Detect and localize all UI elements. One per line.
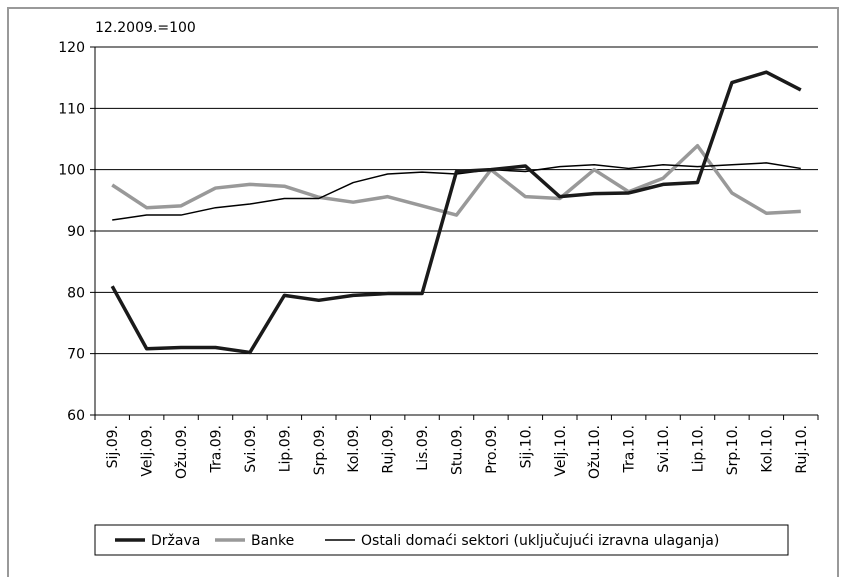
series-line — [110, 70, 802, 355]
legend-label: Država — [151, 533, 200, 549]
annotation: 12.2009.=100 — [95, 20, 196, 36]
y-tick-label: 120 — [58, 40, 85, 56]
legend-box — [94, 524, 789, 556]
x-tick-label: Velj.10. — [553, 425, 569, 477]
y-tick-label: 80 — [67, 285, 85, 301]
x-tick-label: Svi.10. — [656, 425, 672, 473]
x-tick-label: Tra.10. — [622, 425, 638, 474]
x-tick-label: Lip.10. — [691, 425, 707, 472]
legend-label: Ostali domaći sektori (uključujući izrav… — [361, 533, 719, 549]
y-tick-label: 110 — [58, 101, 85, 117]
x-tick-label: Ruj.09. — [381, 425, 397, 474]
x-tick-label: Srp.09. — [312, 425, 328, 475]
x-tick-label: Sij.09. — [105, 425, 121, 468]
series-line — [111, 143, 801, 217]
x-tick-label: Stu.09. — [450, 425, 466, 475]
y-tick-label: 100 — [58, 163, 85, 179]
x-tick-label: Velj.09. — [140, 425, 156, 477]
x-tick-label: Ožu.09. — [174, 425, 190, 479]
x-tick-label: Tra.09. — [209, 425, 225, 474]
y-tick-label: 60 — [67, 408, 85, 424]
x-tick-label: Svi.09. — [243, 425, 259, 473]
x-tick-label: Kol.10. — [759, 425, 775, 473]
x-tick-label: Pro.09. — [484, 425, 500, 474]
x-tick-label: Sij.10. — [518, 425, 534, 468]
legend-label: Banke — [251, 533, 294, 549]
x-tick-label: Ožu.10. — [587, 425, 603, 479]
x-tick-label: Ruj.10. — [794, 425, 810, 474]
x-tick-label: Lip.09. — [277, 425, 293, 472]
y-tick-label: 70 — [67, 347, 85, 363]
x-tick-label: Kol.09. — [346, 425, 362, 473]
x-tick-label: Srp.10. — [725, 425, 741, 475]
x-tick-label: Lis.09. — [415, 425, 431, 471]
y-tick-label: 90 — [67, 224, 85, 240]
frame — [7, 7, 839, 581]
